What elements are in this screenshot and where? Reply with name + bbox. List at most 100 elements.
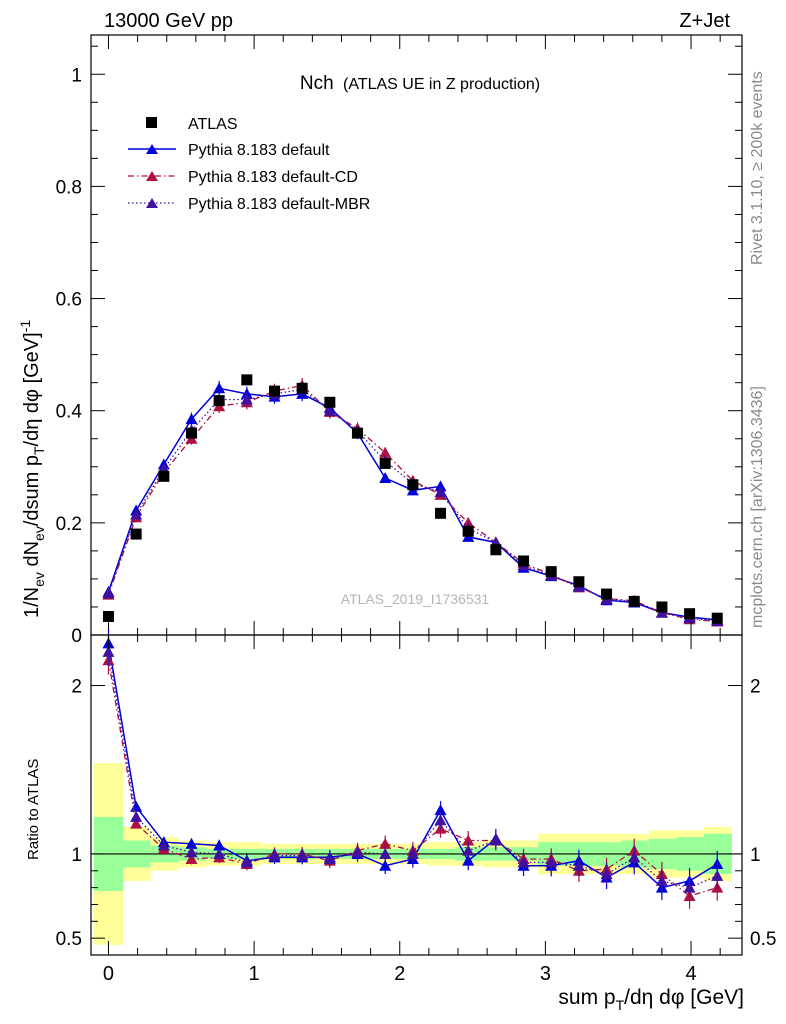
svg-text:1/Nev dNev/dsum pT/dη dφ [GeV]: 1/Nev dNev/dsum pT/dη dφ [GeV]-1 (17, 320, 47, 618)
ratio-panel-frame (90, 634, 743, 956)
ratio-point-pythia-8-183-default-mbr (268, 849, 281, 861)
data-point-pythia-8-183-default-mbr (130, 508, 143, 520)
y-tick-label: 0.6 (56, 290, 82, 311)
ratio-y-tick-label-left: 0.5 (56, 929, 82, 950)
ratio-point-pythia-8-183-default-mbr (185, 846, 198, 858)
ratio-point-pythia-8-183-default-mbr (379, 847, 392, 859)
analysis-watermark: ATLAS_2019_I1736531 (341, 591, 490, 607)
data-point-atlas (379, 457, 391, 469)
ratio-y-axis-label: Ratio to ATLAS (25, 759, 42, 860)
ratio-point-pythia-8-183-default-mbr (130, 810, 143, 822)
ratio-point-pythia-8-183-default-cd (379, 837, 392, 849)
data-point-atlas (241, 374, 253, 386)
ratio-point-pythia-8-183-default-mbr (434, 814, 447, 826)
ratio-y-tick-label-left: 2 (71, 677, 82, 698)
ratio-point-pythia-8-183-default (213, 839, 226, 851)
data-point-pythia-8-183-default (185, 413, 198, 425)
data-point-atlas (130, 528, 142, 540)
x-tick-label: 0 (103, 963, 114, 985)
main-panel-ticks: 0 0.2 0.4 0.6 0.8 1 (56, 35, 742, 647)
x-tick-label: 1 (249, 963, 260, 985)
data-point-pythia-8-183-default-cd (462, 516, 475, 528)
ratio-point-pythia-8-183-default (185, 837, 198, 849)
data-point-atlas (213, 395, 225, 407)
y-tick-label: 0 (71, 626, 82, 647)
ratio-point-pythia-8-183-default-mbr (240, 856, 253, 868)
y-tick-label: 0.8 (56, 177, 82, 198)
ratio-point-pythia-8-183-default-mbr (296, 849, 309, 861)
y-tick-label: 0.4 (56, 402, 83, 423)
x-tick-label: 3 (540, 963, 551, 985)
ratio-panel-series (102, 629, 724, 909)
y-tick-label: 1 (71, 65, 82, 86)
data-point-atlas (269, 385, 281, 397)
data-point-pythia-8-183-default-cd (379, 446, 392, 458)
ratio-y-tick-label-left: 1 (71, 845, 82, 866)
data-point-atlas (573, 576, 585, 588)
plot-title: Nch (300, 73, 334, 94)
ratio-panel-ticks: 0 1 2 3 4 0.5 0.5 1 1 2 2 (56, 635, 776, 985)
series-line-pythia-8-183-default-mbr (107, 388, 718, 622)
series-line-pythia-8-183-default (107, 387, 718, 621)
data-point-atlas (435, 507, 447, 519)
ratio-y-tick-label-right: 1 (750, 845, 761, 866)
ratio-point-pythia-8-183-default (379, 859, 392, 871)
energy-label: 13000 GeV pp (104, 10, 233, 32)
legend-cd-marker (146, 171, 158, 181)
ratio-point-pythia-8-183-default-mbr (406, 847, 419, 859)
data-point-atlas (407, 479, 419, 491)
ratio-point-pythia-8-183-default-mbr (213, 847, 226, 859)
data-point-pythia-8-183-default-mbr (102, 587, 115, 599)
process-label: Z+Jet (679, 10, 730, 32)
ratio-point-pythia-8-183-default-mbr (600, 868, 613, 880)
data-point-atlas (324, 396, 336, 408)
legend-atlas-label: ATLAS (188, 116, 238, 133)
ratio-point-pythia-8-183-default-mbr (157, 839, 170, 851)
data-point-atlas (490, 544, 502, 556)
ratio-point-pythia-8-183-default-mbr (572, 859, 585, 871)
data-point-pythia-8-183-default (434, 480, 447, 492)
data-point-pythia-8-183-default-mbr (240, 393, 253, 405)
ratio-point-pythia-8-183-default-mbr (545, 856, 558, 868)
ratio-point-pythia-8-183-default (434, 804, 447, 816)
ratio-point-pythia-8-183-default-mbr (683, 881, 696, 893)
ratio-point-pythia-8-183-default-cd (130, 817, 143, 829)
ratio-point-pythia-8-183-default-mbr (351, 846, 364, 858)
ratio-point-pythia-8-183-default (462, 854, 475, 866)
ratio-point-pythia-8-183-default-mbr (517, 856, 530, 868)
ratio-point-pythia-8-183-default-mbr (323, 853, 336, 864)
data-point-atlas (102, 610, 114, 622)
legend-mbr-label: Pythia 8.183 default-MBR (188, 196, 370, 213)
ratio-point-pythia-8-183-default-mbr (628, 851, 641, 863)
data-point-atlas (545, 566, 557, 578)
main-y-axis-label: 1/Nev dNev/dsum pT/dη dφ [GeV]-1 (17, 320, 47, 618)
ratio-point-pythia-8-183-default-mbr (711, 869, 724, 881)
legend-cd-label: Pythia 8.183 default-CD (188, 169, 358, 186)
ratio-point-pythia-8-183-default-mbr (102, 645, 115, 657)
rivet-label: Rivet 3.1.10, ≥ 200k events (749, 71, 766, 265)
legend-default-marker (146, 144, 158, 154)
data-point-atlas (711, 612, 723, 624)
data-point-atlas (518, 555, 530, 567)
legend-default-label: Pythia 8.183 default (188, 142, 330, 159)
legend-atlas-marker (146, 117, 157, 128)
mcplots-label: mcplots.cern.ch [arXiv:1306.3436] (749, 386, 766, 628)
plot-title-group: Nch (ATLAS UE in Z production) (300, 73, 540, 94)
ratio-point-pythia-8-183-default-mbr (655, 874, 668, 886)
data-point-atlas (352, 427, 364, 439)
ratio-point-pythia-8-183-default-mbr (462, 844, 475, 856)
data-point-pythia-8-183-default-mbr (434, 486, 447, 498)
data-point-pythia-8-183-default (379, 471, 392, 483)
legend-mbr-marker (146, 198, 158, 208)
data-point-atlas (462, 525, 474, 537)
x-tick-label: 4 (685, 963, 696, 985)
ratio-y-tick-label-right: 2 (750, 677, 761, 698)
data-point-atlas (684, 608, 696, 620)
main-panel-series (102, 374, 724, 627)
data-point-pythia-8-183-default (213, 382, 226, 394)
data-point-pythia-8-183-default-mbr (323, 404, 336, 416)
legend: ATLAS Pythia 8.183 default Pythia 8.183 … (128, 116, 370, 213)
data-point-atlas (185, 427, 197, 439)
ratio-point-pythia-8-183-default-cd (462, 834, 475, 846)
